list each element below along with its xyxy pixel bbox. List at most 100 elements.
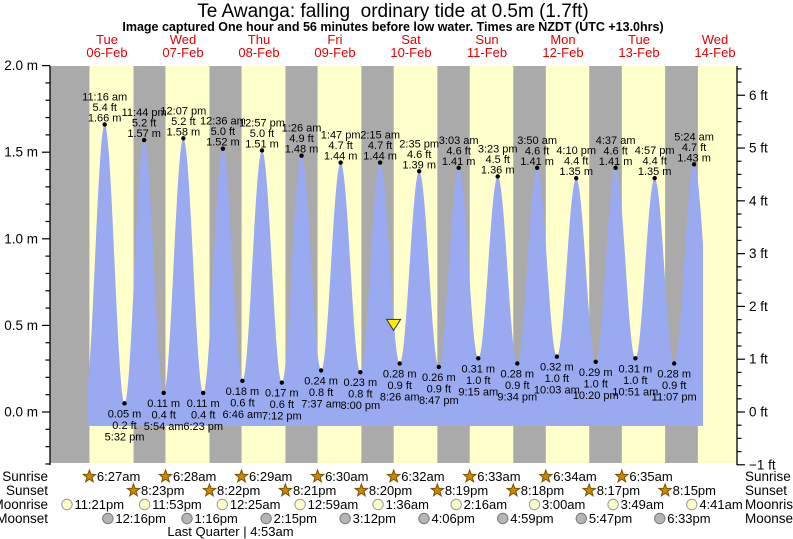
low-tide-dot (279, 380, 284, 385)
day-name-label: Tue (96, 32, 118, 47)
sunrise-time: 6:27am (97, 469, 140, 484)
low-tide-feet: 0.8 ft (348, 389, 372, 401)
high-tide-feet: 4.4 ft (564, 156, 588, 168)
sunrise-star-icon (538, 468, 554, 483)
sunset-time: 8:18pm (521, 483, 564, 498)
sunrise-star-icon (614, 468, 630, 483)
y-axis-label-left: 1.5 m (4, 145, 38, 160)
day-date-label: 14-Feb (694, 45, 735, 60)
moonset-time: 6:33pm (667, 511, 710, 526)
low-tide-time: 5:54 am (144, 421, 184, 433)
low-tide-time: 7:37 am (301, 398, 341, 410)
low-tide-feet: 1.0 ft (583, 378, 607, 390)
high-tide-dot (181, 136, 186, 141)
sunrise-star-icon (233, 468, 250, 483)
y-axis-label-right: 1 ft (749, 352, 768, 367)
high-tide-time: 3:23 pm (478, 143, 518, 155)
sunrise-time: 6:28am (173, 469, 216, 484)
sunset-star-icon (353, 482, 369, 497)
moonset-time: 4:59pm (510, 511, 553, 526)
sunset-star-icon (657, 482, 673, 497)
moonset-time: 12:16pm (115, 511, 166, 526)
low-tide-metres: 0.32 m (540, 362, 574, 374)
moonrise-moon-icon (61, 498, 73, 511)
sunrise-row-label-right: Sunrise (745, 469, 791, 484)
moonrise-moon-icon (450, 498, 462, 511)
day-date-label: 07-Feb (162, 45, 203, 60)
moonrise-time: 11:53pm (152, 497, 202, 512)
low-tide-feet: 1.0 ft (623, 375, 647, 387)
low-tide-metres: 0.31 m (461, 363, 495, 375)
high-tide-metres: 1.52 m (206, 137, 240, 149)
y-axis-label-right: 5 ft (749, 141, 768, 156)
y-axis-label-right: −1 ft (749, 457, 776, 472)
low-tide-metres: 0.24 m (304, 375, 338, 387)
moonset-moon-icon (102, 512, 114, 525)
high-tide-time: 3:50 am (517, 135, 557, 147)
high-tide-time: 3:03 am (439, 135, 479, 147)
low-tide-metres: 0.11 m (187, 398, 220, 410)
y-axis-label-left: 1.0 m (4, 231, 38, 246)
high-tide-time: 12:57 pm (239, 117, 285, 129)
y-axis-label-right: 2 ft (749, 299, 768, 314)
low-tide-metres: 0.17 m (265, 388, 299, 400)
sunset-star-icon (126, 482, 142, 497)
low-tide-metres: 0.28 m (657, 369, 691, 381)
moonrise-time: 4:41am (699, 497, 742, 512)
low-tide-feet: 0.9 ft (427, 383, 451, 395)
day-name-label: Wed (702, 32, 729, 47)
sunrise-time: 6:33am (477, 469, 520, 484)
sunset-time: 8:17pm (597, 483, 640, 498)
sunrise-star-icon (310, 468, 326, 483)
high-tide-time: 2:35 pm (399, 138, 439, 150)
high-tide-feet: 4.6 ft (446, 145, 470, 157)
day-name-label: Thu (248, 32, 270, 47)
high-tide-dot (220, 146, 226, 151)
moonset-time: 5:47pm (589, 511, 632, 526)
high-tide-metres: 1.41 m (599, 156, 633, 168)
high-tide-time: 11:16 am (82, 91, 127, 103)
low-tide-metres: 0.28 m (383, 369, 417, 381)
daylight-band (697, 66, 737, 463)
sunset-star-icon (201, 482, 218, 497)
moonset-moon-icon (418, 512, 430, 525)
low-tide-feet: 0.2 ft (112, 420, 136, 432)
sunset-time: 8:20pm (369, 483, 412, 498)
moonset-row-label-right: Moonset (745, 511, 793, 526)
low-tide-dot (554, 354, 560, 359)
moonrise-time: 1:36am (386, 497, 429, 512)
sunrise-time: 6:29am (249, 469, 292, 484)
sunset-star-icon (581, 482, 597, 497)
y-axis-label-right: 0 ft (749, 405, 768, 420)
moon-phase-label: Last Quarter | 4:53am (167, 524, 293, 539)
high-tide-dot (652, 175, 657, 181)
sunset-time: 8:22pm (217, 483, 260, 498)
high-tide-metres: 1.51 m (245, 138, 279, 150)
sunrise-time: 6:30am (325, 469, 368, 484)
high-tide-time: 1:26 am (282, 123, 322, 135)
high-tide-metres: 1.44 m (324, 151, 358, 163)
current-tide-marker (385, 318, 402, 332)
y-axis-label-left: 2.0 m (4, 58, 38, 73)
sunset-row-label-right: Sunset (745, 483, 787, 498)
high-tide-feet: 4.6 ft (407, 149, 431, 161)
high-tide-time: 12:36 am (200, 116, 246, 128)
moonrise-row-label-right: Moonrise (745, 497, 793, 512)
high-tide-dot (141, 137, 147, 143)
high-tide-feet: 5.2 ft (132, 118, 156, 130)
sunrise-star-icon (157, 468, 174, 483)
low-tide-dot (633, 356, 638, 361)
low-tide-metres: 0.26 m (422, 372, 456, 384)
day-name-label: Mon (550, 32, 575, 47)
moonset-moon-icon (260, 512, 272, 525)
low-tide-dot (436, 364, 442, 370)
low-tide-time: 8:26 am (380, 392, 420, 404)
low-tide-metres: 0.11 m (147, 398, 180, 410)
low-tide-time: 6:46 am (223, 409, 263, 421)
day-date-label: 10-Feb (390, 45, 431, 60)
low-tide-dot (201, 390, 206, 396)
day-name-label: Wed (170, 32, 197, 47)
high-tide-feet: 4.4 ft (642, 156, 666, 168)
axes: 2.0 m 1.5 m 1.0 m 0.5 m 0.0 m 6 ft 5 ft 4 ft 3 f… (4, 58, 776, 472)
